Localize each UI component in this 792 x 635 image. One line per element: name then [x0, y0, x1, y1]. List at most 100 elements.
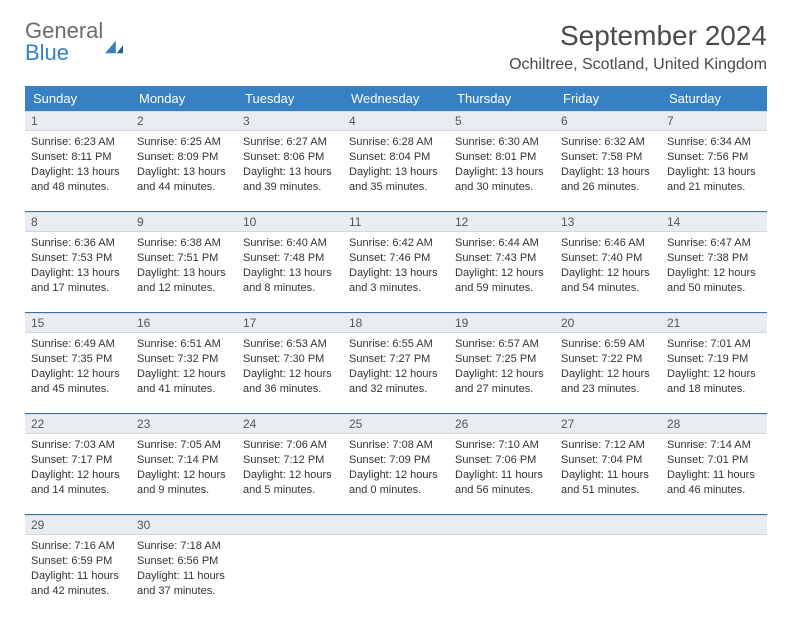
- sunrise-text: Sunrise: 6:27 AM: [243, 135, 337, 150]
- daylight-text-2: and 23 minutes.: [561, 382, 655, 397]
- daylight-text-1: Daylight: 13 hours: [31, 266, 125, 281]
- day-info: Sunrise: 6:25 AMSunset: 8:09 PMDaylight:…: [137, 135, 231, 194]
- day-number: 27: [555, 415, 661, 433]
- sunrise-text: Sunrise: 6:46 AM: [561, 236, 655, 251]
- sunset-text: Sunset: 7:48 PM: [243, 251, 337, 266]
- daylight-text-2: and 36 minutes.: [243, 382, 337, 397]
- day-number: [237, 516, 343, 534]
- sunset-text: Sunset: 6:56 PM: [137, 554, 231, 569]
- day-number: [343, 516, 449, 534]
- sunset-text: Sunset: 7:25 PM: [455, 352, 549, 367]
- sunset-text: Sunset: 7:53 PM: [31, 251, 125, 266]
- day-cell: Sunrise: 6:32 AMSunset: 7:58 PMDaylight:…: [555, 131, 661, 211]
- day-number: 9: [131, 213, 237, 231]
- day-info: Sunrise: 6:57 AMSunset: 7:25 PMDaylight:…: [455, 337, 549, 396]
- day-number: 2: [131, 112, 237, 130]
- daylight-text-1: Daylight: 12 hours: [243, 367, 337, 382]
- day-info: Sunrise: 7:12 AMSunset: 7:04 PMDaylight:…: [561, 438, 655, 497]
- daylight-text-1: Daylight: 13 hours: [243, 266, 337, 281]
- day-info: Sunrise: 7:05 AMSunset: 7:14 PMDaylight:…: [137, 438, 231, 497]
- daylight-text-1: Daylight: 13 hours: [137, 165, 231, 180]
- daylight-text-2: and 30 minutes.: [455, 180, 549, 195]
- day-cell: Sunrise: 6:28 AMSunset: 8:04 PMDaylight:…: [343, 131, 449, 211]
- day-number: 21: [661, 314, 767, 332]
- day-cell: Sunrise: 7:18 AMSunset: 6:56 PMDaylight:…: [131, 535, 237, 615]
- daylight-text-2: and 0 minutes.: [349, 483, 443, 498]
- day-number: 16: [131, 314, 237, 332]
- daynum-row: 15161718192021: [25, 313, 767, 333]
- day-number: [661, 516, 767, 534]
- sunrise-text: Sunrise: 6:36 AM: [31, 236, 125, 251]
- day-info: Sunrise: 6:49 AMSunset: 7:35 PMDaylight:…: [31, 337, 125, 396]
- day-cell: Sunrise: 7:08 AMSunset: 7:09 PMDaylight:…: [343, 434, 449, 514]
- day-number: 12: [449, 213, 555, 231]
- daylight-text-2: and 8 minutes.: [243, 281, 337, 296]
- daylight-text-1: Daylight: 12 hours: [243, 468, 337, 483]
- daylight-text-2: and 48 minutes.: [31, 180, 125, 195]
- header: General Blue September 2024 Ochiltree, S…: [25, 20, 767, 74]
- sunset-text: Sunset: 7:12 PM: [243, 453, 337, 468]
- day-cell: Sunrise: 6:36 AMSunset: 7:53 PMDaylight:…: [25, 232, 131, 312]
- day-info: Sunrise: 7:08 AMSunset: 7:09 PMDaylight:…: [349, 438, 443, 497]
- daylight-text-1: Daylight: 13 hours: [349, 165, 443, 180]
- sunset-text: Sunset: 7:43 PM: [455, 251, 549, 266]
- sunrise-text: Sunrise: 6:28 AM: [349, 135, 443, 150]
- daynum-row: 2930: [25, 515, 767, 535]
- day-number: 14: [661, 213, 767, 231]
- day-number: 13: [555, 213, 661, 231]
- sunset-text: Sunset: 7:46 PM: [349, 251, 443, 266]
- day-cell: Sunrise: 7:12 AMSunset: 7:04 PMDaylight:…: [555, 434, 661, 514]
- day-header-cell: Sunday: [25, 86, 131, 111]
- sunset-text: Sunset: 7:56 PM: [667, 150, 761, 165]
- daylight-text-1: Daylight: 11 hours: [561, 468, 655, 483]
- sunset-text: Sunset: 7:27 PM: [349, 352, 443, 367]
- day-number: 18: [343, 314, 449, 332]
- day-cell: Sunrise: 6:38 AMSunset: 7:51 PMDaylight:…: [131, 232, 237, 312]
- title-block: September 2024 Ochiltree, Scotland, Unit…: [509, 20, 767, 74]
- day-info: Sunrise: 6:55 AMSunset: 7:27 PMDaylight:…: [349, 337, 443, 396]
- sunrise-text: Sunrise: 6:34 AM: [667, 135, 761, 150]
- sunrise-text: Sunrise: 7:14 AM: [667, 438, 761, 453]
- daylight-text-1: Daylight: 12 hours: [31, 367, 125, 382]
- sunset-text: Sunset: 7:51 PM: [137, 251, 231, 266]
- sunrise-text: Sunrise: 6:53 AM: [243, 337, 337, 352]
- daylight-text-2: and 12 minutes.: [137, 281, 231, 296]
- sunrise-text: Sunrise: 7:01 AM: [667, 337, 761, 352]
- day-cell: Sunrise: 6:34 AMSunset: 7:56 PMDaylight:…: [661, 131, 767, 211]
- logo-sail-icon: [105, 40, 123, 54]
- brand-logo: General Blue: [25, 20, 123, 64]
- daylight-text-1: Daylight: 13 hours: [455, 165, 549, 180]
- sunrise-text: Sunrise: 6:59 AM: [561, 337, 655, 352]
- day-number: 25: [343, 415, 449, 433]
- daylight-text-2: and 59 minutes.: [455, 281, 549, 296]
- sunset-text: Sunset: 7:58 PM: [561, 150, 655, 165]
- daylight-text-2: and 18 minutes.: [667, 382, 761, 397]
- sunrise-text: Sunrise: 6:49 AM: [31, 337, 125, 352]
- day-info: Sunrise: 6:23 AMSunset: 8:11 PMDaylight:…: [31, 135, 125, 194]
- day-info: Sunrise: 6:46 AMSunset: 7:40 PMDaylight:…: [561, 236, 655, 295]
- day-cell: [661, 535, 767, 615]
- sunset-text: Sunset: 8:04 PM: [349, 150, 443, 165]
- day-cell: Sunrise: 6:51 AMSunset: 7:32 PMDaylight:…: [131, 333, 237, 413]
- day-number: 1: [25, 112, 131, 130]
- daylight-text-2: and 45 minutes.: [31, 382, 125, 397]
- day-cell: Sunrise: 7:03 AMSunset: 7:17 PMDaylight:…: [25, 434, 131, 514]
- day-cell: Sunrise: 7:14 AMSunset: 7:01 PMDaylight:…: [661, 434, 767, 514]
- week-row: Sunrise: 6:23 AMSunset: 8:11 PMDaylight:…: [25, 131, 767, 212]
- sunrise-text: Sunrise: 7:12 AM: [561, 438, 655, 453]
- sunrise-text: Sunrise: 6:30 AM: [455, 135, 549, 150]
- daylight-text-2: and 27 minutes.: [455, 382, 549, 397]
- sunset-text: Sunset: 7:14 PM: [137, 453, 231, 468]
- daylight-text-1: Daylight: 13 hours: [667, 165, 761, 180]
- sunrise-text: Sunrise: 7:06 AM: [243, 438, 337, 453]
- day-cell: [555, 535, 661, 615]
- daylight-text-2: and 32 minutes.: [349, 382, 443, 397]
- day-info: Sunrise: 6:42 AMSunset: 7:46 PMDaylight:…: [349, 236, 443, 295]
- day-number: 28: [661, 415, 767, 433]
- daylight-text-1: Daylight: 12 hours: [561, 367, 655, 382]
- day-cell: Sunrise: 7:10 AMSunset: 7:06 PMDaylight:…: [449, 434, 555, 514]
- daylight-text-1: Daylight: 12 hours: [561, 266, 655, 281]
- day-cell: Sunrise: 6:25 AMSunset: 8:09 PMDaylight:…: [131, 131, 237, 211]
- daylight-text-1: Daylight: 11 hours: [667, 468, 761, 483]
- sunrise-text: Sunrise: 6:38 AM: [137, 236, 231, 251]
